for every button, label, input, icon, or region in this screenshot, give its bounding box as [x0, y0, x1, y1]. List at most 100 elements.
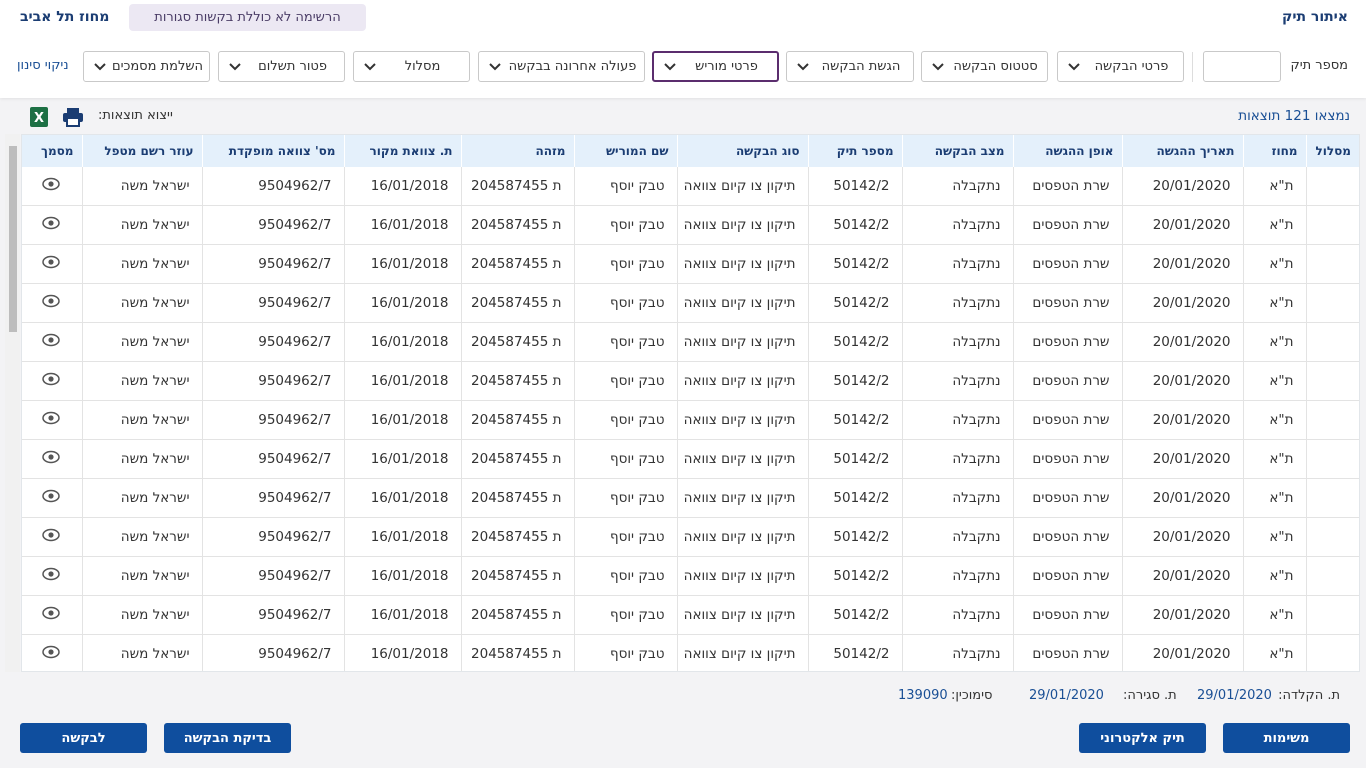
cell: 50142/2 — [808, 206, 902, 245]
table-row[interactable]: ת"א20/01/2020שרת הטפסיםנתקבלה50142/2תיקו… — [21, 440, 1359, 479]
cell — [1306, 596, 1359, 635]
table-row[interactable]: ת"א20/01/2020שרת הטפסיםנתקבלה50142/2תיקו… — [21, 362, 1359, 401]
table-row[interactable]: ת"א20/01/2020שרת הטפסיםנתקבלה50142/2תיקו… — [21, 284, 1359, 323]
cell: 16/01/2018 — [344, 635, 461, 673]
excel-icon[interactable]: X — [29, 106, 49, 128]
view-icon[interactable] — [42, 528, 60, 542]
cell: ת"א — [1243, 206, 1306, 245]
e-file-button[interactable]: תיק אלקטרוני — [1079, 723, 1206, 753]
table-row[interactable]: ת"א20/01/2020שרת הטפסיםנתקבלה50142/2תיקו… — [21, 635, 1359, 673]
view-icon[interactable] — [42, 450, 60, 464]
cell: 50142/2 — [808, 284, 902, 323]
print-icon[interactable] — [61, 106, 85, 128]
cell: טבק יוסף — [574, 167, 677, 206]
cell: תיקון צו קיום צוואה — [677, 557, 808, 596]
view-icon[interactable] — [42, 216, 60, 230]
cell: ת 204587455 — [461, 245, 574, 284]
view-icon[interactable] — [42, 294, 60, 308]
table-row[interactable]: ת"א20/01/2020שרת הטפסיםנתקבלה50142/2תיקו… — [21, 245, 1359, 284]
chevron — [1068, 63, 1080, 71]
cell: 50142/2 — [808, 440, 902, 479]
view-icon[interactable] — [42, 489, 60, 503]
table-row[interactable]: ת"א20/01/2020שרת הטפסיםנתקבלה50142/2תיקו… — [21, 596, 1359, 635]
dropdown-label: פרטי הבקשה — [1080, 59, 1183, 74]
table-row[interactable]: ת"א20/01/2020שרת הטפסיםנתקבלה50142/2תיקו… — [21, 479, 1359, 518]
filter-dropdown[interactable]: פעולה אחרונה בבקשה — [478, 51, 645, 82]
cell: נתקבלה — [902, 206, 1013, 245]
cell: 20/01/2020 — [1122, 206, 1243, 245]
cell — [1306, 635, 1359, 673]
document-cell — [21, 206, 82, 245]
view-icon[interactable] — [42, 567, 60, 581]
notice: הרשימה לא כוללת בקשות סגורות — [129, 4, 366, 31]
cell: נתקבלה — [902, 440, 1013, 479]
view-icon[interactable] — [42, 645, 60, 659]
cell: 20/01/2020 — [1122, 557, 1243, 596]
filter-dropdown[interactable]: פרטי הבקשה — [1057, 51, 1184, 82]
cell: נתקבלה — [902, 323, 1013, 362]
document-cell — [21, 401, 82, 440]
cell: נתקבלה — [902, 518, 1013, 557]
cell: ישראל משה — [82, 323, 202, 362]
cell: שרת הטפסים — [1013, 635, 1122, 673]
cell — [1306, 362, 1359, 401]
cell: נתקבלה — [902, 479, 1013, 518]
view-icon[interactable] — [42, 606, 60, 620]
cell: ישראל משה — [82, 284, 202, 323]
table-row[interactable]: ת"א20/01/2020שרת הטפסיםנתקבלה50142/2תיקו… — [21, 557, 1359, 596]
view-icon[interactable] — [42, 255, 60, 269]
cell: שרת הטפסים — [1013, 323, 1122, 362]
cell: 16/01/2018 — [344, 323, 461, 362]
filter-dropdown[interactable]: פטור תשלום — [218, 51, 345, 82]
document-cell — [21, 635, 82, 673]
cell: טבק יוסף — [574, 245, 677, 284]
cell — [1306, 323, 1359, 362]
filter-dropdown[interactable]: השלמת מסמכים — [83, 51, 210, 82]
cell: תיקון צו קיום צוואה — [677, 323, 808, 362]
cell: 9504962/7 — [202, 284, 344, 323]
cell: 50142/2 — [808, 362, 902, 401]
cell: 20/01/2020 — [1122, 362, 1243, 401]
request-button[interactable]: לבקשה — [20, 723, 147, 753]
column-header: תאריך ההגשה — [1122, 135, 1243, 167]
column-header: מספר תיק — [808, 135, 902, 167]
table-row[interactable]: ת"א20/01/2020שרת הטפסיםנתקבלה50142/2תיקו… — [21, 323, 1359, 362]
view-icon[interactable] — [42, 372, 60, 386]
filter-dropdown[interactable]: הגשת הבקשה — [786, 51, 914, 82]
cell: טבק יוסף — [574, 596, 677, 635]
document-cell — [21, 362, 82, 401]
filter-dropdown[interactable]: סטטוס הבקשה — [921, 51, 1048, 82]
cell: 16/01/2018 — [344, 362, 461, 401]
check-button[interactable]: בדיקת הבקשה — [164, 723, 291, 753]
cell: שרת הטפסים — [1013, 206, 1122, 245]
filter-dropdown[interactable]: פרטי מוריש — [652, 51, 779, 82]
table-row[interactable]: ת"א20/01/2020שרת הטפסיםנתקבלה50142/2תיקו… — [21, 167, 1359, 206]
chevron — [229, 63, 241, 71]
cell: תיקון צו קיום צוואה — [677, 167, 808, 206]
cell: ישראל משה — [82, 635, 202, 673]
case-number-input[interactable] — [1203, 51, 1281, 82]
table-row[interactable]: ת"א20/01/2020שרת הטפסיםנתקבלה50142/2תיקו… — [21, 518, 1359, 557]
cell: שרת הטפסים — [1013, 362, 1122, 401]
cell: נתקבלה — [902, 167, 1013, 206]
cell: ת 204587455 — [461, 362, 574, 401]
cell — [1306, 167, 1359, 206]
cell: 9504962/7 — [202, 323, 344, 362]
tasks-button[interactable]: משימות — [1223, 723, 1350, 753]
filter-dropdown[interactable]: מסלול — [353, 51, 470, 82]
cell: 16/01/2018 — [344, 284, 461, 323]
view-icon[interactable] — [42, 177, 60, 191]
table-row[interactable]: ת"א20/01/2020שרת הטפסיםנתקבלה50142/2תיקו… — [21, 401, 1359, 440]
view-icon[interactable] — [42, 333, 60, 347]
scrollbar[interactable] — [5, 134, 20, 672]
cell: 16/01/2018 — [344, 245, 461, 284]
document-cell — [21, 557, 82, 596]
cell: נתקבלה — [902, 596, 1013, 635]
view-icon[interactable] — [42, 411, 60, 425]
closed-date: 29/01/2020 — [1029, 688, 1104, 703]
cell: ישראל משה — [82, 479, 202, 518]
cell: שרת הטפסים — [1013, 284, 1122, 323]
clear-filter[interactable]: ניקוי סינון — [17, 58, 69, 73]
table-row[interactable]: ת"א20/01/2020שרת הטפסיםנתקבלה50142/2תיקו… — [21, 206, 1359, 245]
cell: נתקבלה — [902, 557, 1013, 596]
